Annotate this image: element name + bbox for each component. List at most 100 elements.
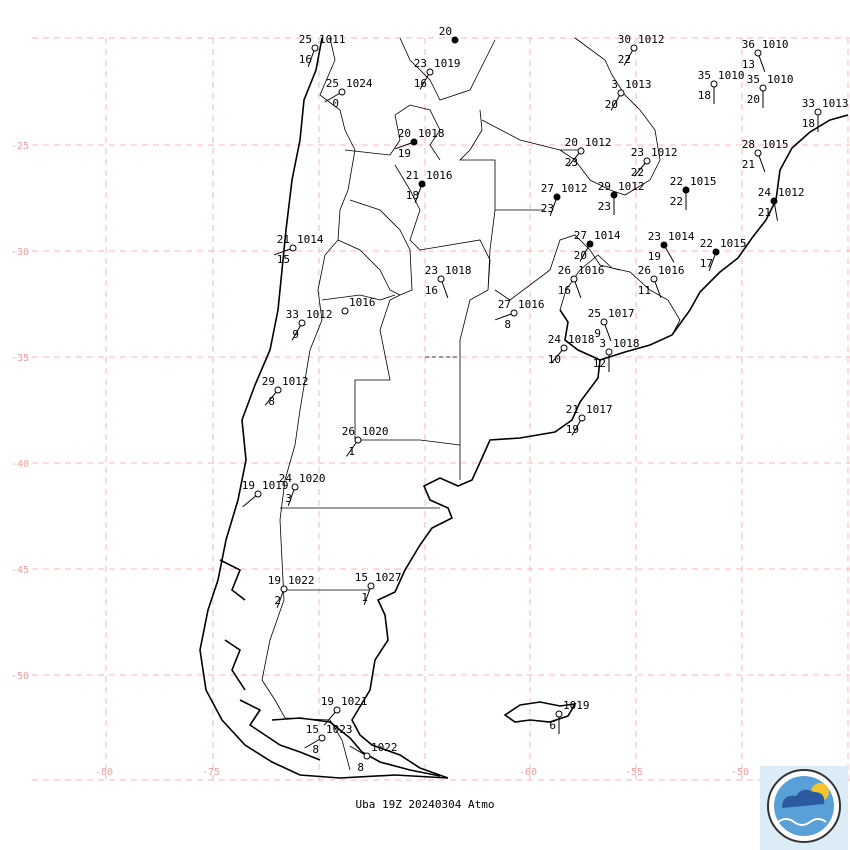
station-pressure: 1021 [341, 695, 368, 708]
station-pressure: 1027 [375, 571, 402, 584]
station: 24 1018 10 [548, 333, 595, 366]
station-pressure: 1018 [418, 127, 445, 140]
station-circle [712, 248, 720, 256]
station-pressure: 1012 [561, 182, 588, 195]
station-circle [426, 68, 434, 76]
station: 26 1020 1 [342, 425, 389, 458]
station-dewpoint: 1 [348, 445, 355, 458]
station-pressure: 1013 [625, 78, 652, 91]
lon-label: -55 [625, 767, 643, 778]
station-pressure: 1012 [618, 180, 645, 193]
station-circle [363, 752, 371, 760]
station-temp: 23 [631, 146, 644, 159]
station: 35 1010 20 [747, 73, 794, 108]
station-dewpoint: 23 [598, 200, 611, 213]
station-temp: 21 [406, 169, 419, 182]
station-pressure: 1012 [282, 375, 309, 388]
station-circle [341, 307, 349, 315]
station-pressure: 1023 [326, 723, 353, 736]
station-circle [311, 44, 319, 52]
station: 25 1024 0 [324, 77, 373, 110]
station: 30 1012 22 [618, 33, 665, 66]
station-dewpoint: 9 [594, 327, 601, 340]
station-pressure: 1016 [658, 264, 685, 277]
station: 23 1014 19 [648, 230, 695, 263]
station-pressure: 1010 [767, 73, 794, 86]
station: 20 [439, 25, 459, 44]
station-pressure: 1011 [319, 33, 346, 46]
logo-cloud [782, 789, 825, 808]
station-circle [650, 275, 658, 283]
station-temp: 20 [565, 136, 578, 149]
station: 1019 6 [549, 699, 590, 734]
station-dewpoint: 8 [357, 761, 364, 774]
lat-label: -45 [11, 565, 29, 576]
station-dewpoint: 23 [541, 202, 554, 215]
station: 15 1023 8 [304, 723, 353, 756]
station-temp: 3 [599, 337, 606, 350]
station-circle [560, 344, 568, 352]
station-dewpoint: 9 [292, 328, 299, 341]
station: 35 1010 18 [698, 69, 745, 104]
coastline-atlantic [351, 309, 601, 779]
station-circle [754, 49, 762, 57]
station-circle [510, 309, 518, 317]
lat-label: -40 [11, 459, 29, 470]
station-circle [367, 582, 375, 590]
station-dewpoint: 2 [274, 594, 281, 607]
station-dewpoint: 1 [361, 591, 368, 604]
station-dewpoint: 11 [638, 284, 651, 297]
station-pressure: 1016 [578, 264, 605, 277]
station-dewpoint: 18 [406, 189, 419, 202]
station-temp: 27 [498, 298, 511, 311]
station: 15 1027 1 [355, 571, 402, 605]
lat-label: -30 [11, 247, 29, 258]
lat-label: -50 [11, 671, 29, 682]
station: 28 1015 21 [742, 138, 789, 172]
station-temp: 24 [758, 186, 772, 199]
station-temp: 21 [277, 233, 290, 246]
station-temp: 35 [747, 73, 760, 86]
station-pressure: 1012 [778, 186, 805, 199]
station-dewpoint: 22 [618, 53, 631, 66]
station: 26 1016 11 [638, 264, 685, 298]
station: 20 1018 19 [395, 127, 445, 160]
station-pressure: 1024 [346, 77, 373, 90]
station-circle [770, 197, 778, 205]
station-circle [291, 483, 299, 491]
station-dewpoint: 10 [548, 353, 561, 366]
lon-label: -80 [95, 767, 113, 778]
station-dewpoint: 20 [747, 93, 760, 106]
station-pressure: 1015 [762, 138, 789, 151]
station-circle [682, 186, 690, 194]
station-temp: 25 [299, 33, 312, 46]
station: 29 1012 23 [598, 180, 645, 215]
station-pressure: 1018 [568, 333, 595, 346]
station-dewpoint: 19 [648, 250, 661, 263]
station: 22 1015 22 [670, 175, 717, 210]
station-circle [630, 44, 638, 52]
station-pressure: 1013 [822, 97, 849, 110]
station-pressure: 1022 [371, 741, 398, 754]
station-circle [759, 84, 767, 92]
station-temp: 22 [700, 237, 713, 250]
station-pressure: 1019 [262, 479, 289, 492]
station: 20 1012 23 [565, 136, 612, 169]
station-temp: 36 [742, 38, 755, 51]
station-temp: 19 [268, 574, 281, 587]
lon-label: -50 [731, 767, 749, 778]
station-circle [298, 319, 306, 327]
station: 19 1019 [242, 479, 289, 508]
station-temp: 24 [548, 333, 562, 346]
station-dewpoint: 0 [332, 97, 339, 110]
station-circle [570, 275, 578, 283]
station: 23 1012 22 [631, 146, 678, 179]
station-pressure: 1019 [434, 57, 461, 70]
station-pressure: 1017 [608, 307, 635, 320]
station-pressure: 1012 [651, 146, 678, 159]
station-temp: 19 [242, 479, 255, 492]
station: 25 1017 9 [588, 307, 635, 341]
station-temp: 25 [588, 307, 601, 320]
station: 23 1019 16 [414, 57, 461, 90]
